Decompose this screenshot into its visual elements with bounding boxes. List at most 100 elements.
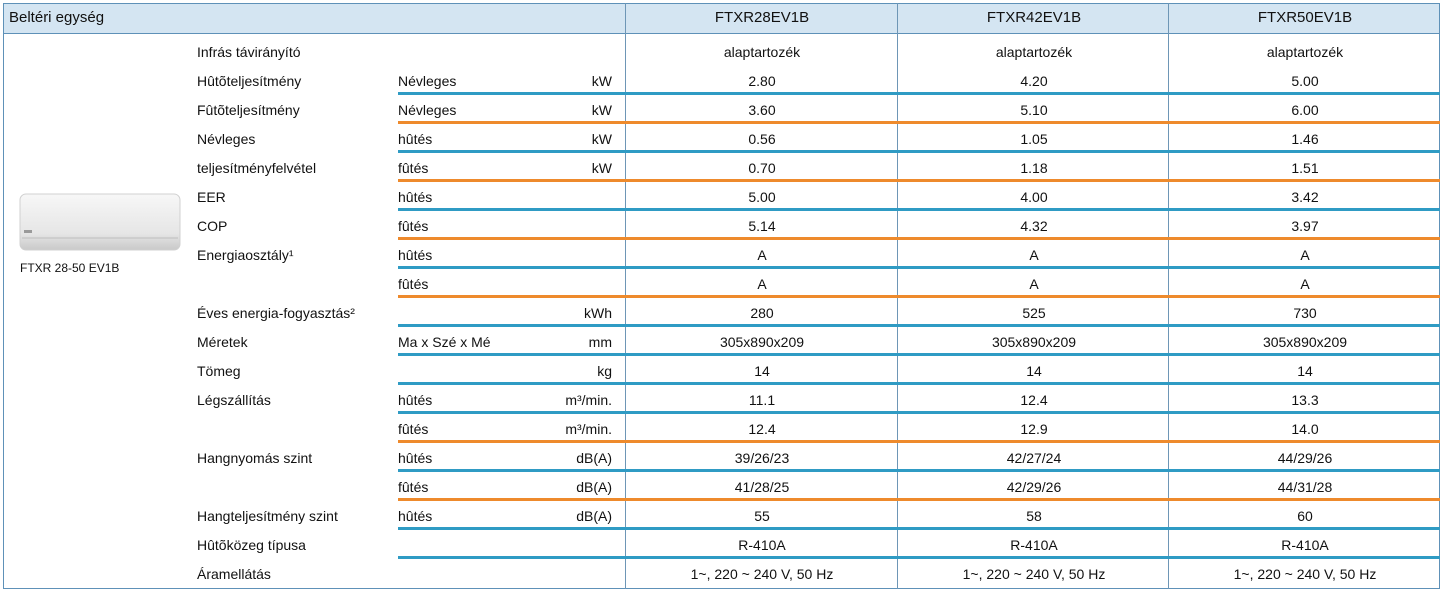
row-unit: kg [502, 363, 612, 379]
row-label: Hangteljesítmény szint [197, 508, 338, 524]
cell-value: 1.46 [1175, 131, 1435, 147]
cell-value: 305x890x209 [904, 334, 1164, 350]
cell-value: 280 [632, 305, 892, 321]
cell-value: 1~, 220 ~ 240 V, 50 Hz [1175, 566, 1435, 582]
row-label: Hangnyomás szint [197, 450, 312, 466]
cell-value: 3.60 [632, 102, 892, 118]
row-separator [398, 353, 1440, 356]
cell-value: A [1175, 276, 1435, 292]
cell-value: 60 [1175, 508, 1435, 524]
row-unit: dB(A) [502, 508, 612, 524]
row-sub: hûtés [398, 131, 432, 147]
cell-value: 4.32 [904, 218, 1164, 234]
row-sub: fûtés [398, 218, 428, 234]
row-label: teljesítményfelvétel [197, 160, 316, 176]
row-sub: hûtés [398, 189, 432, 205]
row-separator [398, 382, 1440, 385]
cell-value: 14 [632, 363, 892, 379]
cell-value: 730 [1175, 305, 1435, 321]
row-label: Hûtõközeg típusa [197, 537, 306, 553]
row-separator [398, 121, 1440, 124]
row-sub: hûtés [398, 508, 432, 524]
cell-value: 0.56 [632, 131, 892, 147]
cell-value: 12.4 [632, 421, 892, 437]
row-unit: m³/min. [502, 421, 612, 437]
row-sub: hûtés [398, 392, 432, 408]
cell-value: 5.00 [632, 189, 892, 205]
row-unit: kW [502, 160, 612, 176]
cell-value: 5.10 [904, 102, 1164, 118]
cell-value: R-410A [632, 537, 892, 553]
row-label: Energiaosztály¹ [197, 247, 294, 263]
model-name: FTXR42EV1B [904, 9, 1164, 26]
cell-value: R-410A [1175, 537, 1435, 553]
row-separator [398, 179, 1440, 182]
cell-value: R-410A [904, 537, 1164, 553]
row-sub: fûtés [398, 160, 428, 176]
row-separator [398, 527, 1440, 530]
cell-value: A [632, 247, 892, 263]
row-label: Névleges [197, 131, 255, 147]
row-sub: Névleges [398, 102, 456, 118]
row-sub: fûtés [398, 276, 428, 292]
row-label: COP [197, 218, 227, 234]
cell-value: A [632, 276, 892, 292]
row-separator [398, 150, 1440, 153]
cell-value: 55 [632, 508, 892, 524]
row-unit: kWh [502, 305, 612, 321]
cell-value: 44/29/26 [1175, 450, 1435, 466]
cell-value: 44/31/28 [1175, 479, 1435, 495]
row-separator [398, 92, 1440, 95]
cell-value: 14 [1175, 363, 1435, 379]
cell-value: 6.00 [1175, 102, 1435, 118]
model-name: FTXR28EV1B [632, 9, 892, 26]
cell-value: 11.1 [632, 392, 892, 408]
cell-value: 5.00 [1175, 73, 1435, 89]
row-sub: hûtés [398, 247, 432, 263]
row-separator [398, 440, 1440, 443]
model-name: FTXR50EV1B [1175, 9, 1435, 26]
row-sub: Névleges [398, 73, 456, 89]
row-label: Tömeg [197, 363, 241, 379]
row-label: Méretek [197, 334, 248, 350]
cell-value: A [904, 247, 1164, 263]
cell-value: 42/29/26 [904, 479, 1164, 495]
cell-value: A [1175, 247, 1435, 263]
cell-value: 5.14 [632, 218, 892, 234]
cell-value: 525 [904, 305, 1164, 321]
cell-value: 2.80 [632, 73, 892, 89]
row-unit: mm [502, 334, 612, 350]
cell-value: 1.51 [1175, 160, 1435, 176]
row-separator [398, 498, 1440, 501]
cell-value: 305x890x209 [632, 334, 892, 350]
spec-table: Beltéri egység FTXR 28-50 EV1B FTXR28EV1… [0, 0, 1445, 592]
cell-value: 305x890x209 [1175, 334, 1435, 350]
row-label: Infrás távirányító [197, 44, 301, 60]
row-unit: kW [502, 102, 612, 118]
row-unit: m³/min. [502, 392, 612, 408]
row-unit: kW [502, 131, 612, 147]
image-caption: FTXR 28-50 EV1B [20, 261, 119, 275]
row-separator [398, 237, 1440, 240]
row-separator [398, 295, 1440, 298]
cell-value: 13.3 [1175, 392, 1435, 408]
cell-value: alaptartozék [904, 44, 1164, 60]
header-title: Beltéri egység [9, 9, 104, 26]
cell-value: 39/26/23 [632, 450, 892, 466]
cell-value: 4.00 [904, 189, 1164, 205]
row-label: Hûtõteljesítmény [197, 73, 301, 89]
cell-value: 14.0 [1175, 421, 1435, 437]
unit-image [18, 190, 183, 254]
row-label: Fûtõteljesítmény [197, 102, 300, 118]
row-separator [398, 469, 1440, 472]
cell-value: 3.97 [1175, 218, 1435, 234]
cell-value: 1.18 [904, 160, 1164, 176]
cell-value: 0.70 [632, 160, 892, 176]
row-unit: dB(A) [502, 479, 612, 495]
cell-value: 41/28/25 [632, 479, 892, 495]
row-sub: hûtés [398, 450, 432, 466]
row-unit: kW [502, 73, 612, 89]
cell-value: 58 [904, 508, 1164, 524]
row-label: EER [197, 189, 226, 205]
cell-value: alaptartozék [1175, 44, 1435, 60]
